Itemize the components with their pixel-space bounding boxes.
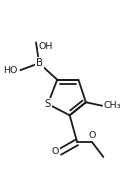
Text: O: O bbox=[88, 131, 96, 140]
Text: OH: OH bbox=[38, 42, 53, 51]
Text: O: O bbox=[52, 147, 59, 156]
Text: HO: HO bbox=[3, 66, 18, 75]
Text: CH₃: CH₃ bbox=[103, 101, 121, 110]
Text: B: B bbox=[36, 58, 43, 68]
Text: S: S bbox=[45, 99, 51, 109]
